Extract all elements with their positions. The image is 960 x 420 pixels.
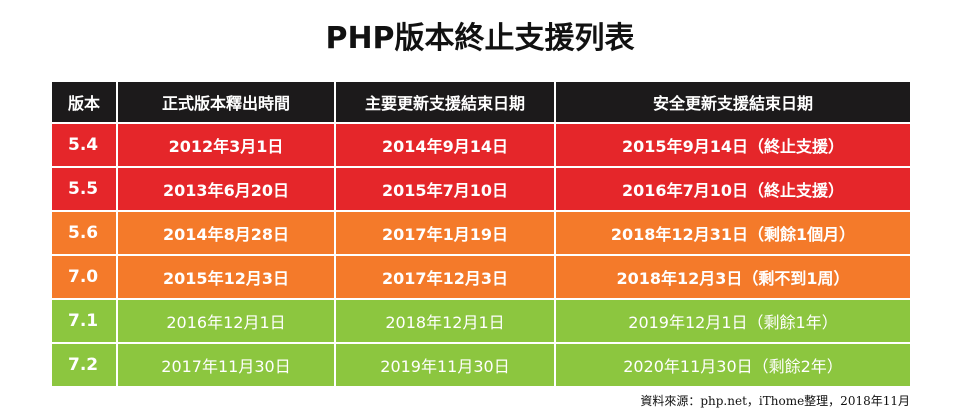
- active-support-end-cell: 2018年12月1日: [336, 300, 556, 344]
- version-cell: 7.1: [52, 300, 118, 344]
- version-cell: 7.2: [52, 344, 118, 388]
- version-cell: 7.0: [52, 256, 118, 300]
- active-support-end-cell: 2019年11月30日: [336, 344, 556, 388]
- page-title: PHP版本終止支援列表: [325, 21, 635, 56]
- release-date-cell: 2017年11月30日: [118, 344, 336, 388]
- security-support-end-cell: 2015年9月14日（終止支援）: [556, 124, 910, 168]
- php-support-table: 版本 正式版本釋出時間 主要更新支援結束日期 安全更新支援結束日期 5.4 20…: [52, 82, 910, 388]
- security-support-end-cell: 2018年12月3日（剩不到1周）: [556, 256, 910, 300]
- version-cell: 5.6: [52, 212, 118, 256]
- release-date-cell: 2015年12月3日: [118, 256, 336, 300]
- security-support-end-cell: 2016年7月10日（終止支援）: [556, 168, 910, 212]
- security-support-end-cell: 2018年12月31日（剩餘1個月）: [556, 212, 910, 256]
- release-date-cell: 2013年6月20日: [118, 168, 336, 212]
- active-support-end-cell: 2015年7月10日: [336, 168, 556, 212]
- active-support-end-cell: 2017年1月19日: [336, 212, 556, 256]
- table-row: 7.0 2015年12月3日 2017年12月3日 2018年12月3日（剩不到…: [52, 256, 910, 300]
- version-cell: 5.5: [52, 168, 118, 212]
- active-support-end-cell: 2014年9月14日: [336, 124, 556, 168]
- source-note: 資料來源：php.net，iThome整理，2018年11月: [640, 394, 910, 408]
- version-cell: 5.4: [52, 124, 118, 168]
- header-release-date: 正式版本釋出時間: [118, 82, 336, 124]
- header-security-support-end: 安全更新支援結束日期: [556, 82, 910, 124]
- table-row: 7.2 2017年11月30日 2019年11月30日 2020年11月30日（…: [52, 344, 910, 388]
- table-header-row: 版本 正式版本釋出時間 主要更新支援結束日期 安全更新支援結束日期: [52, 82, 910, 124]
- release-date-cell: 2014年8月28日: [118, 212, 336, 256]
- header-version: 版本: [52, 82, 118, 124]
- table-row: 7.1 2016年12月1日 2018年12月1日 2019年12月1日（剩餘1…: [52, 300, 910, 344]
- table-row: 5.5 2013年6月20日 2015年7月10日 2016年7月10日（終止支…: [52, 168, 910, 212]
- release-date-cell: 2012年3月1日: [118, 124, 336, 168]
- release-date-cell: 2016年12月1日: [118, 300, 336, 344]
- security-support-end-cell: 2020年11月30日（剩餘2年）: [556, 344, 910, 388]
- active-support-end-cell: 2017年12月3日: [336, 256, 556, 300]
- security-support-end-cell: 2019年12月1日（剩餘1年）: [556, 300, 910, 344]
- table-row: 5.4 2012年3月1日 2014年9月14日 2015年9月14日（終止支援…: [52, 124, 910, 168]
- header-active-support-end: 主要更新支援結束日期: [336, 82, 556, 124]
- table-row: 5.6 2014年8月28日 2017年1月19日 2018年12月31日（剩餘…: [52, 212, 910, 256]
